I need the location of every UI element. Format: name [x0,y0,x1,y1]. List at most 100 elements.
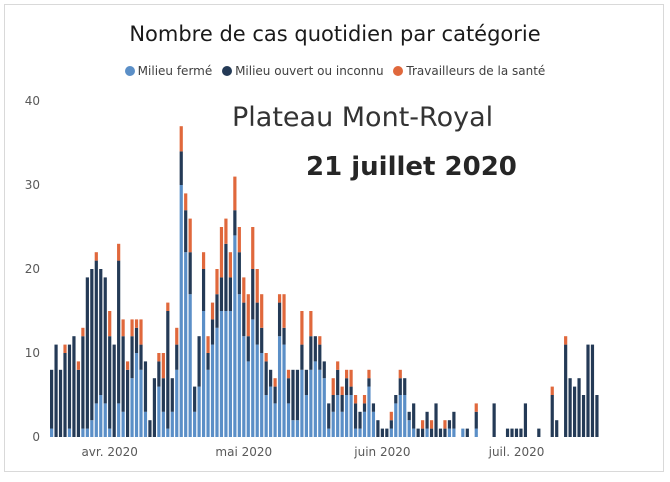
bar-segment-ferme [403,395,407,437]
bar-segment-ferme [255,344,259,437]
bar-segment-ouvert [550,395,554,437]
bar-segment-sante [300,311,304,345]
bar-segment-ferme [331,411,335,437]
bar-segment-ouvert [152,378,157,437]
bar-segment-ouvert [72,336,76,437]
bar-segment-ouvert [233,210,237,236]
bar-segment-sante [277,294,282,303]
y-tick-label: 40 [25,94,40,108]
bar-segment-ferme [197,386,201,437]
bar-segment-ouvert [157,361,161,387]
bar-segment-ferme [143,411,148,437]
bars-group [50,126,599,437]
bar-segment-sante [228,252,232,278]
bar-segment-ferme [295,420,300,437]
bar-segment-sante [134,319,139,328]
bar-segment-ouvert [345,378,349,395]
bar-segment-ouvert [577,378,581,437]
bar-segment-sante [237,227,241,253]
bar-segment-sante [273,378,277,387]
bar-segment-ferme [286,403,291,437]
bar-segment-sante [550,386,554,395]
bar-segment-sante [76,361,81,370]
bar-segment-ouvert [336,369,340,395]
bar-segment-ferme [371,411,376,437]
bar-segment-ouvert [103,277,107,404]
bar-segment-ouvert [371,403,376,412]
bar-segment-ouvert [85,277,89,429]
bar-segment-ouvert [273,386,277,404]
bar-segment-sante [233,176,237,211]
bar-segment-ferme [474,428,478,437]
bar-segment-ferme [362,411,367,437]
bar-segment-ferme [67,428,72,437]
bar-segment-ouvert [327,403,331,429]
bar-segment-ferme [407,420,411,437]
legend-dot-icon [393,66,404,76]
bar-segment-ferme [398,395,402,437]
bar-segment-ouvert [412,403,416,429]
bar-segment-sante [201,252,206,269]
bar-segment-sante [121,319,125,337]
bar-segment-ferme [94,403,98,437]
bar-segment-sante [184,193,188,211]
bar-segment-ferme [175,369,179,437]
bar-segment-ouvert [434,403,438,437]
bar-segment-ouvert [313,336,317,362]
bar-segment-ferme [184,252,188,437]
bar-segment-sante [353,395,358,404]
bar-segment-sante [63,344,67,353]
bar-segment-ferme [193,411,197,437]
bar-segment-ferme [157,386,161,437]
bar-segment-ferme [345,395,349,437]
bar-segment-ouvert [282,327,286,345]
bar-segment-ferme [349,395,353,437]
bar-segment-ouvert [63,353,67,437]
bar-segment-ouvert [403,378,407,395]
bar-segment-ferme [121,411,125,437]
bar-segment-ouvert [376,420,380,437]
bar-segment-ouvert [367,378,371,387]
bar-segment-ouvert [398,378,402,395]
bar-segment-ferme [251,319,255,437]
bar-segment-sante [362,395,367,404]
bar-segment-ouvert [340,395,344,412]
bar-segment-sante [166,302,170,311]
bar-segment-sante [206,336,210,353]
bar-segment-ouvert [54,344,58,437]
bar-segment-ouvert [318,344,322,370]
bar-segment-ouvert [117,260,121,404]
bar-segment-ouvert [94,260,98,404]
bar-segment-ouvert [309,336,313,370]
bar-segment-sante [336,361,340,370]
bar-segment-sante [224,218,228,244]
bar-segment-sante [157,353,161,362]
bar-segment-sante [309,311,313,337]
bar-segment-ferme [228,311,232,437]
bar-segment-ouvert [510,428,514,437]
bar-segment-ferme [170,411,174,437]
y-tick-label: 20 [25,262,40,276]
bar-segment-ferme [291,420,295,437]
bar-segment-ouvert [465,428,469,437]
bar-segment-ferme [117,403,121,437]
bar-segment-sante [474,403,478,412]
bar-segment-sante [282,294,286,328]
bar-segment-ouvert [90,269,94,421]
bar-segment-ouvert [295,369,300,421]
legend-dot-icon [124,66,135,76]
bar-segment-ouvert [555,420,559,437]
bar-segment-ouvert [108,336,112,429]
bar-segment-sante [175,327,179,345]
bar-segment-ferme [264,395,268,437]
bar-segment-ouvert [219,277,224,311]
bar-segment-ouvert [251,269,255,320]
bar-segment-ouvert [519,428,523,437]
x-axis: avr. 2020 mai 2020 juin 2020 juil. 2020 [81,445,544,459]
bar-segment-ouvert [537,428,541,437]
bar-segment-ferme [300,369,304,437]
bar-segment-ouvert [421,428,425,437]
bar-segment-sante [398,369,402,379]
bar-segment-ouvert [166,311,170,429]
